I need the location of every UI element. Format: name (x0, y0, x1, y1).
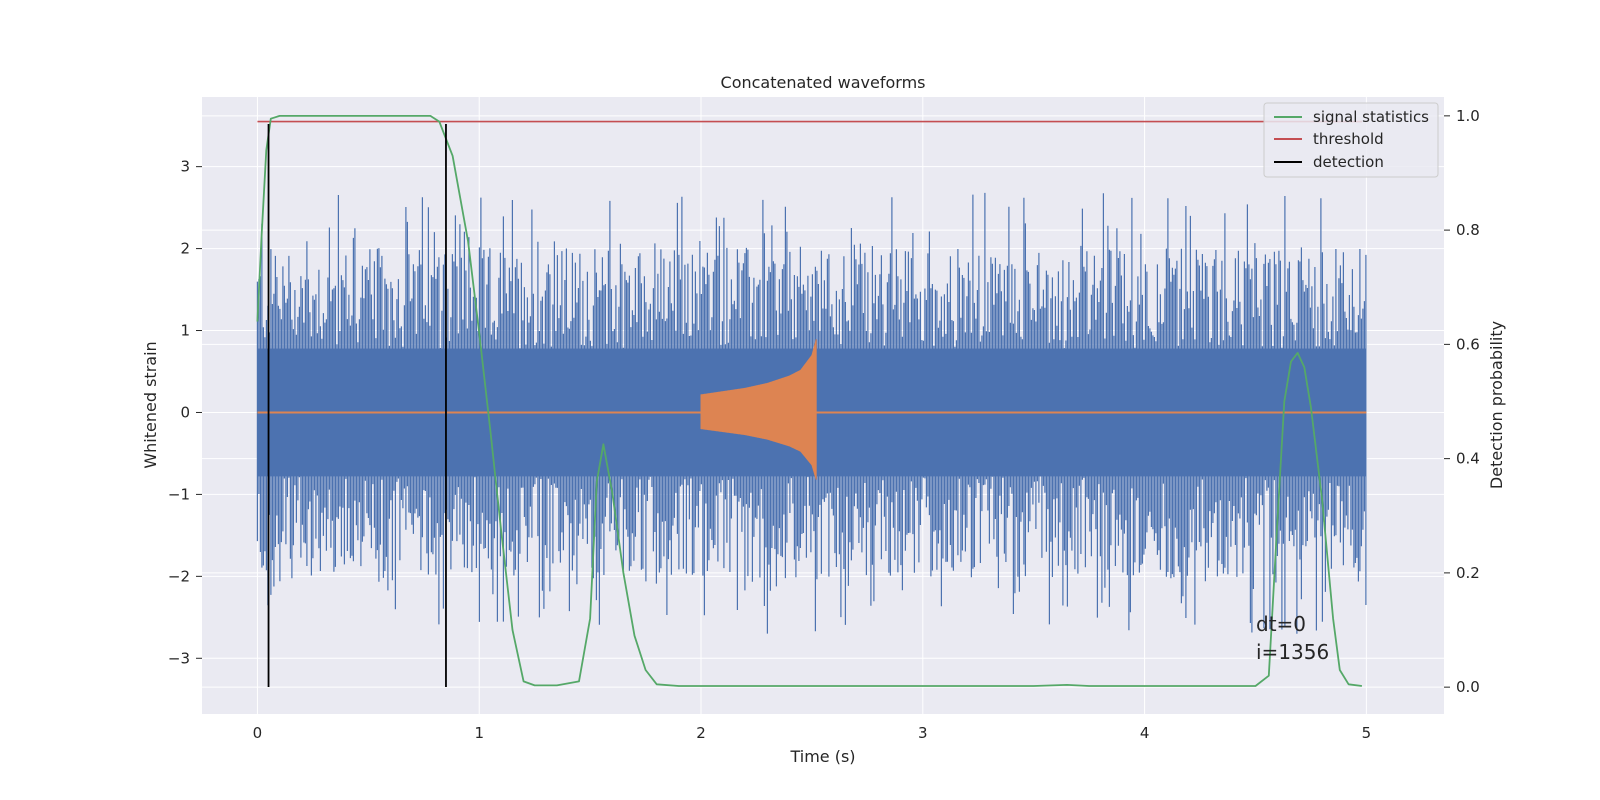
y-tick-label-right: 0.0 (1456, 678, 1480, 696)
y-tick-label-right: 0.2 (1456, 564, 1480, 582)
y-tick-label-left: 0 (180, 403, 190, 421)
tick-labels: 0 1 2 3 4 5 −3 −2 −1 0 1 2 3 0.0 0.2 0.4 0.6 0.8 1.0 (168, 107, 1480, 742)
x-tick-label: 1 (474, 724, 484, 742)
legend-label-detection: detection (1313, 153, 1384, 171)
legend-label-signal-statistics: signal statistics (1313, 108, 1429, 126)
annotation-dt: dt=0 (1256, 612, 1306, 636)
waveform-chirp (700, 339, 817, 480)
signal-statistics-series (256, 115, 1363, 687)
y-tick-label-left: 3 (180, 158, 190, 176)
y-tick-label-right: 0.4 (1456, 450, 1480, 468)
x-tick-label: 3 (918, 724, 928, 742)
y-tick-label-right: 0.6 (1456, 335, 1480, 353)
legend-box (1263, 102, 1439, 178)
x-axis-label: Time (s) (789, 747, 855, 766)
x-tick-label: 4 (1140, 724, 1150, 742)
x-tick-label: 2 (696, 724, 706, 742)
annotation-index: i=1356 (1256, 640, 1329, 664)
y-tick-label-left: −2 (168, 567, 190, 585)
y-tick-label-right: 0.8 (1456, 221, 1480, 239)
legend: signal statistics threshold detection (1263, 102, 1439, 178)
chart-title: Concatenated waveforms (721, 73, 926, 92)
x-tick-label: 0 (253, 724, 263, 742)
y-tick-label-right: 1.0 (1456, 107, 1480, 125)
y-axis-label-right: Detection probability (1487, 321, 1506, 489)
detection-series (267, 124, 447, 687)
y-axis-label-left: Whitened strain (141, 341, 160, 468)
waveform-series (257, 339, 1367, 480)
x-tick-label: 5 (1362, 724, 1372, 742)
signal-statistics-line (256, 115, 1363, 687)
y-tick-label-left: 2 (180, 240, 190, 258)
y-tick-label-left: 1 (180, 322, 190, 340)
y-tick-label-left: −1 (168, 485, 190, 503)
legend-label-threshold: threshold (1313, 130, 1384, 148)
y-tick-label-left: −3 (168, 649, 190, 667)
